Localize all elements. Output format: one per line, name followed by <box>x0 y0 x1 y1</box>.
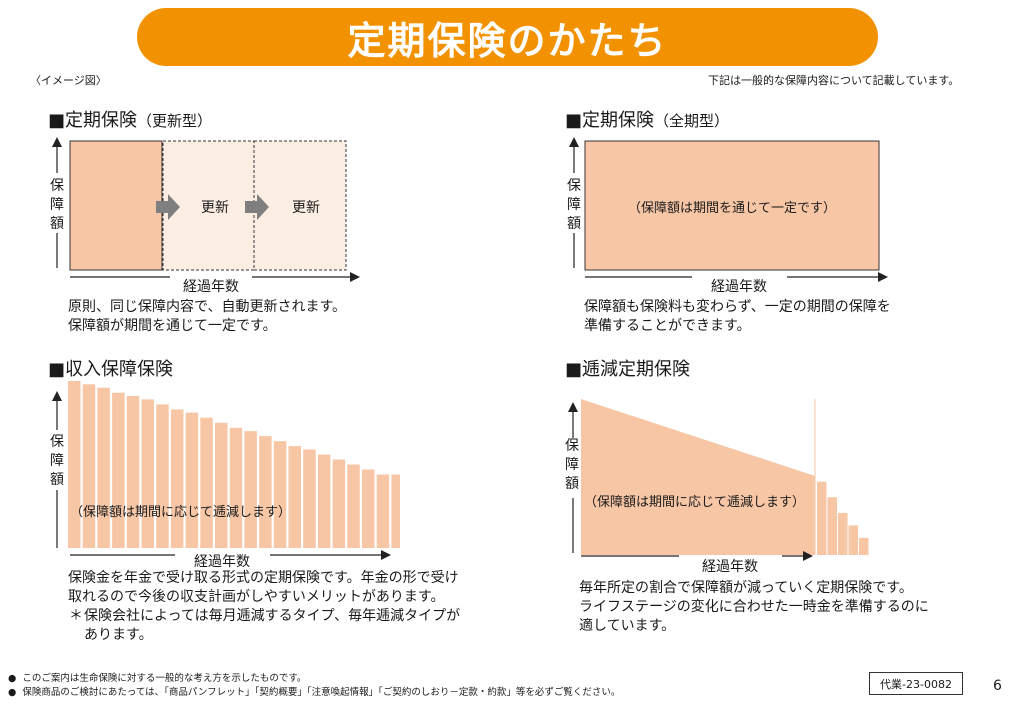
bullet-icon: ● <box>8 687 17 698</box>
income-bar <box>126 396 140 548</box>
document-code: 代業-23-0082 <box>869 672 963 695</box>
x-axis-arrow <box>803 551 813 561</box>
income-bar <box>97 387 110 548</box>
disclaimer: 下記は一般的な保障内容について記載しています。 <box>708 74 960 87</box>
income-bar <box>273 441 287 548</box>
page-title: 定期保険のかたち <box>347 18 668 63</box>
income-bar <box>82 384 96 548</box>
decreasing-step-bar <box>848 525 858 555</box>
decreasing-coverage-area <box>581 399 815 555</box>
y-axis-label: 保 障 額 <box>50 178 64 232</box>
x-axis-label: 経過年数 <box>194 554 250 570</box>
income-bar <box>156 404 169 548</box>
full-term-section-title: ■定期保険（全期型） <box>565 110 730 131</box>
income-bar <box>332 459 346 548</box>
y-axis-arrow <box>52 137 62 147</box>
renew-arrow-icon <box>245 194 269 220</box>
image-note: 〈イメージ図〉 <box>30 74 107 87</box>
x-axis-arrow <box>381 550 391 560</box>
income-bar <box>185 412 199 548</box>
x-axis-arrow <box>878 272 888 282</box>
title-banner: 定期保険のかたち <box>137 8 878 66</box>
x-axis-label: 経過年数 <box>183 279 239 295</box>
renew-label: 更新 <box>201 200 229 216</box>
income-bar <box>244 431 257 548</box>
decreasing-section-title: ■逓減定期保険 <box>565 359 691 380</box>
income-bar <box>317 454 331 548</box>
income-bar <box>68 381 81 548</box>
decreasing-diagram: （保障額は期間に応じて逓減します） 経過年数 <box>568 399 869 575</box>
coverage-note: （保障額は期間を通じて一定です） <box>628 201 836 216</box>
renew-arrow-icon <box>156 194 180 220</box>
income-bars <box>68 381 400 549</box>
full-term-diagram: （保障額は期間を通じて一定です） 経過年数 <box>569 137 888 295</box>
income-bar <box>362 469 375 548</box>
renewal-description: 原則、同じ保障内容で、自動更新されます。 保障額が期間を通じて一定です。 <box>68 299 347 334</box>
decreasing-step-bar <box>838 512 848 555</box>
initial-term-block <box>69 140 163 271</box>
level-coverage-block <box>584 140 880 271</box>
y-axis-arrow <box>52 391 62 401</box>
full-term-description: 保障額も保険料も変わらず、一定の期間の保障を 準備することができます。 <box>584 299 891 334</box>
income-note: ＊ 保険会社によっては毎月逓減するタイプ、毎年逓減タイプが あります。 <box>69 608 461 643</box>
bullet-icon: ● <box>8 673 17 684</box>
income-bar <box>215 422 228 549</box>
coverage-note: （保障額は期間に応じて逓減します） <box>584 494 805 510</box>
income-bar <box>141 399 154 548</box>
renewal-diagram: 更新 更新 経過年数 <box>52 137 360 295</box>
renewal-section-title: ■定期保険（更新型） <box>48 110 213 131</box>
x-axis-arrow <box>350 272 360 282</box>
y-axis-arrow <box>569 137 579 147</box>
y-axis-arrow <box>568 402 578 412</box>
page-number: 6 <box>993 678 1002 694</box>
income-bar <box>391 474 400 548</box>
income-diagram: （保障額は期間に応じて逓減します） 経過年数 <box>52 381 400 570</box>
y-axis-label: 保 障 額 <box>567 178 581 232</box>
income-bar <box>112 392 125 548</box>
decreasing-steps <box>817 481 869 555</box>
full-term-section-subtitle: （全期型） <box>654 112 730 130</box>
income-bar <box>259 436 272 548</box>
renew-label: 更新 <box>292 200 320 216</box>
income-section-title: ■収入保障保険 <box>48 359 174 380</box>
income-bar <box>303 449 316 548</box>
coverage-note: （保障額は期間に応じて逓減します） <box>70 504 291 520</box>
income-bar <box>200 417 213 548</box>
y-axis-label: 保 障 額 <box>50 434 64 488</box>
decreasing-description: 毎年所定の割合で保障額が減っていく定期保険です。 ライフステージの変化に合わせた… <box>579 580 929 634</box>
income-bar <box>347 464 360 548</box>
decreasing-step-bar <box>859 537 869 555</box>
income-bar <box>229 427 243 548</box>
renewal-term-block-2 <box>253 140 347 271</box>
x-axis-label: 経過年数 <box>711 279 767 295</box>
decreasing-step-bar <box>817 481 827 555</box>
note-mark: ＊ <box>69 608 83 624</box>
decreasing-step-bar <box>827 497 837 555</box>
income-bar <box>288 446 301 548</box>
y-axis-label: 保 障 額 <box>565 438 579 492</box>
income-description: 保険金を年金で受け取る形式の定期保険です。年金の形で受け 取れるので今後の収支計… <box>68 570 459 605</box>
x-axis-label: 経過年数 <box>702 559 758 575</box>
renewal-section-subtitle: （更新型） <box>137 112 213 130</box>
income-bar <box>170 409 184 548</box>
income-bar <box>376 474 390 548</box>
footer-notes: ● このご案内は生命保険に対する一般的な考え方を示したものです。 ● 保険商品の… <box>8 673 621 698</box>
